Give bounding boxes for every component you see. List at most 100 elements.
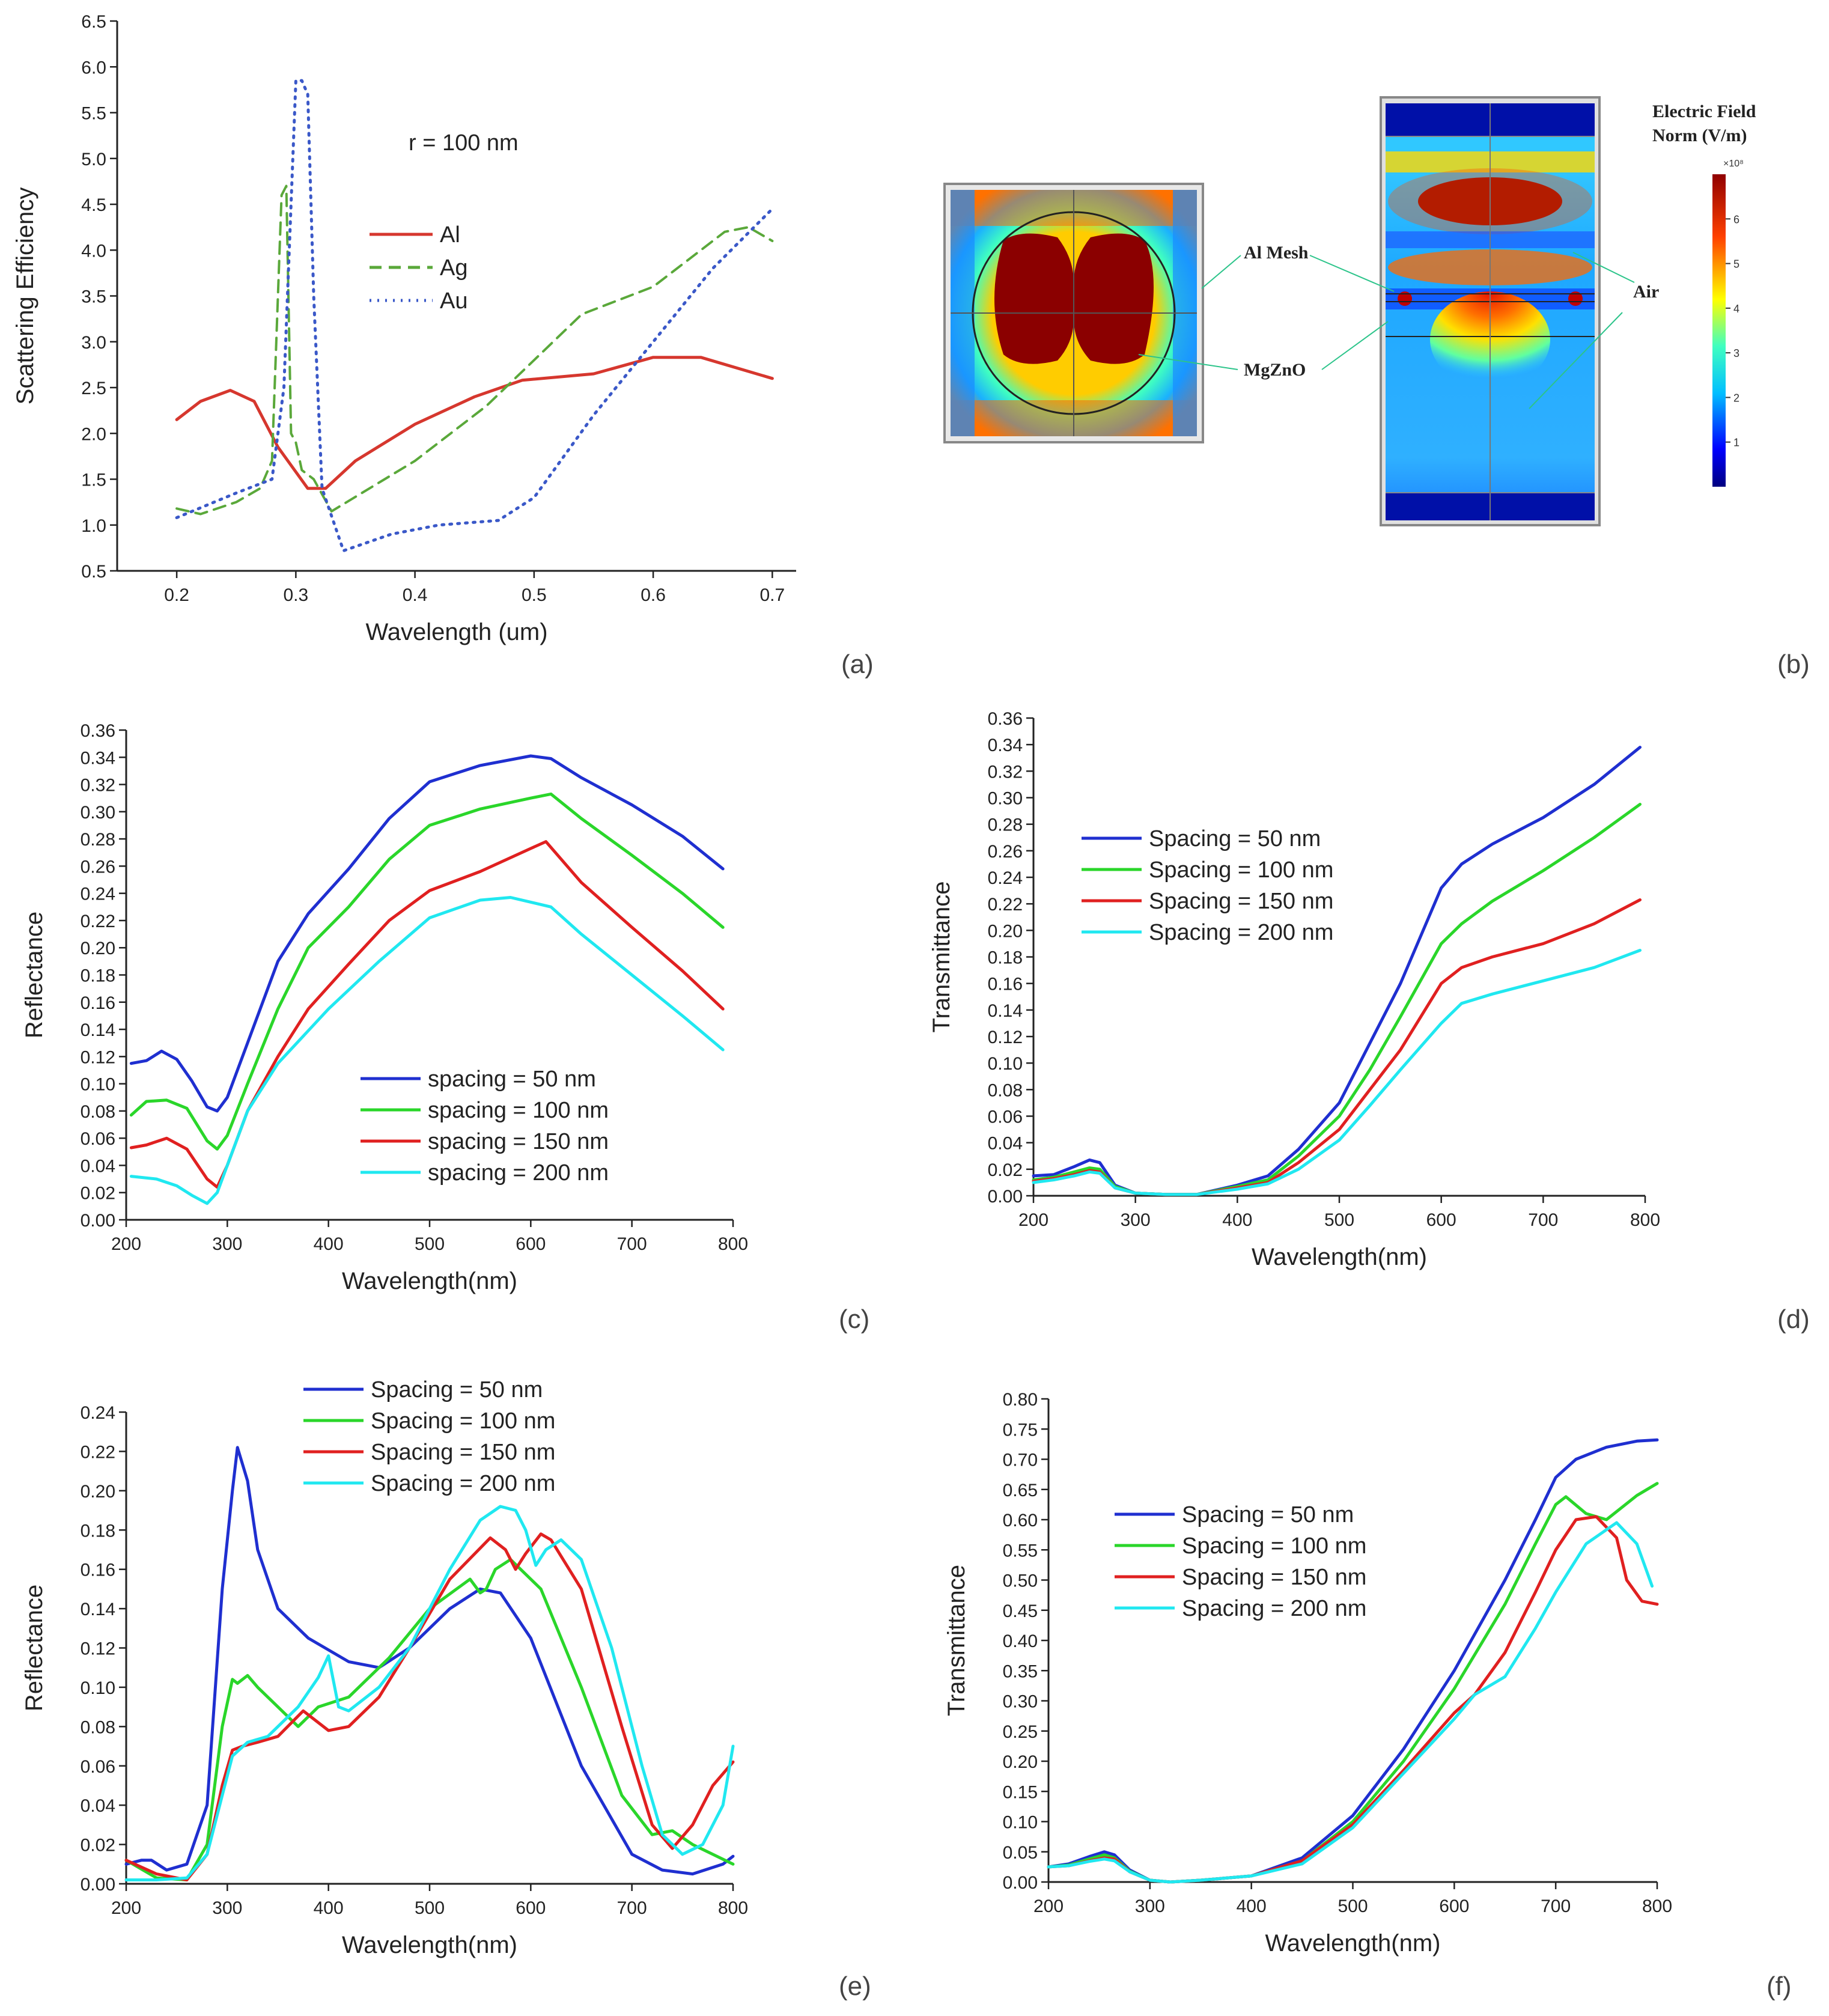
legend-label-1: spacing = 100 nm — [428, 1098, 609, 1123]
y-tick-label: 0.15 — [1003, 1782, 1038, 1802]
y-tick-label: 0.02 — [81, 1836, 115, 1856]
legend-label-1: Spacing = 100 nm — [1182, 1533, 1366, 1559]
y-tick-label: 0.14 — [81, 1020, 115, 1040]
y-tick-label: 2.0 — [81, 424, 106, 444]
y-tick-label: 0.28 — [81, 830, 115, 850]
air-label: Air — [1633, 282, 1659, 302]
al-mesh-label: Al Mesh — [1244, 243, 1309, 263]
y-tick-label: 0.22 — [81, 1442, 115, 1462]
y-tick-label: 0.20 — [81, 1482, 115, 1502]
x-tick-label: 600 — [1426, 1210, 1456, 1230]
y-axis-title: Reflectance — [21, 912, 47, 1038]
legend-label-2: spacing = 150 nm — [428, 1129, 609, 1154]
legend-label-1: Spacing = 100 nm — [371, 1408, 555, 1434]
series-line-3 — [124, 1505, 735, 1881]
colorbar-exponent: ×10⁸ — [1723, 159, 1744, 169]
y-tick-label: 0.12 — [81, 1047, 115, 1067]
y-tick-label: 0.55 — [1003, 1541, 1038, 1561]
y-tick-label: 0.08 — [81, 1102, 115, 1122]
series-line-2 — [1032, 898, 1642, 1196]
legend-label-2: Spacing = 150 nm — [371, 1440, 555, 1465]
chart-a: 0.5 1.0 1.5 2.0 2.5 3.0 3.5 4.0 4.5 5.0 5.5 6.0 6.5 0… — [12, 12, 796, 645]
y-tick-label: 0.24 — [81, 1403, 115, 1423]
y-tick-label: 0.36 — [81, 721, 115, 741]
y-tick-label: 0.32 — [81, 776, 115, 796]
y-tick-label: 0.02 — [81, 1184, 115, 1204]
panel-label-c: (c) — [839, 1305, 869, 1334]
y-tick-label: 5.5 — [81, 104, 106, 124]
x-tick-label: 600 — [1439, 1896, 1469, 1916]
x-tick-label: 800 — [1630, 1210, 1660, 1230]
y-tick-label: 0.30 — [81, 803, 115, 823]
y-tick-label: 2.5 — [81, 379, 106, 398]
y-tick-label: 3.5 — [81, 287, 106, 307]
y-tick-label: 0.34 — [81, 748, 115, 768]
legend-label-3: Spacing = 200 nm — [1149, 920, 1333, 945]
series-line-1 — [175, 184, 774, 516]
series-line-2 — [1047, 1515, 1659, 1884]
air-pointer-2 — [1529, 312, 1623, 409]
y-tick-label: 0.36 — [988, 709, 1023, 729]
y-tick-label: 5.0 — [81, 150, 106, 169]
x-tick-label: 600 — [516, 1898, 546, 1918]
y-tick-label: 0.16 — [81, 993, 115, 1013]
y-axis-title: Transmittance — [928, 882, 955, 1033]
x-tick-label: 200 — [111, 1234, 141, 1254]
y-tick-label: 0.04 — [988, 1134, 1023, 1154]
x-tick-label: 0.7 — [759, 585, 785, 605]
air-pointer-1 — [1572, 252, 1635, 283]
x-tick-label: 200 — [111, 1898, 141, 1918]
x-tick-label: 400 — [1237, 1896, 1267, 1916]
series-line-3 — [1047, 1521, 1654, 1884]
legend-label-3: spacing = 200 nm — [428, 1160, 609, 1186]
y-tick-label: 1.5 — [81, 471, 106, 490]
y-tick-label: 0.10 — [988, 1054, 1023, 1074]
y-tick-label: 0.24 — [81, 885, 115, 904]
mgzno-label: MgZnO — [1244, 360, 1306, 380]
colorbar — [1712, 174, 1726, 487]
y-tick-label: 0.80 — [1003, 1390, 1038, 1410]
y-tick-label: 0.04 — [81, 1156, 115, 1176]
chart-e: 0.00 0.02 0.04 0.06 0.08 0.10 0.12 0.14 0.16 0.18… — [21, 1377, 748, 1958]
colorbar-tick-label: 4 — [1733, 303, 1739, 315]
charts-layer: 0.5 1.0 1.5 2.0 2.5 3.0 3.5 4.0 4.5 5.0 5.5 6.0 6.5 0… — [12, 12, 1672, 1958]
y-tick-label: 0.30 — [988, 789, 1023, 809]
y-tick-label: 0.22 — [988, 895, 1023, 915]
series-line-1 — [124, 1558, 735, 1881]
x-axis-title: Wavelength(nm) — [1252, 1244, 1427, 1270]
y-tick-label: 0.04 — [81, 1796, 115, 1816]
legend-label-1: Spacing = 100 nm — [1149, 857, 1333, 883]
y-tick-label: 0.26 — [988, 842, 1023, 862]
panel-label-d: (d) — [1777, 1305, 1810, 1334]
y-tick-label: 0.00 — [1003, 1873, 1038, 1893]
chart-d: 0.00 0.02 0.04 0.06 0.08 0.10 0.12 0.14 0.16 0.18… — [928, 709, 1660, 1270]
legend-label-3: Spacing = 200 nm — [371, 1471, 555, 1496]
x-tick-label: 300 — [212, 1898, 242, 1918]
x-axis-title: Wavelength(nm) — [342, 1932, 517, 1958]
y-tick-label: 0.65 — [1003, 1481, 1038, 1500]
y-tick-label: 0.45 — [1003, 1601, 1038, 1621]
x-tick-label: 400 — [314, 1898, 344, 1918]
y-tick-label: 3.0 — [81, 333, 106, 353]
series-line-0 — [1047, 1438, 1659, 1884]
y-tick-label: 6.5 — [81, 12, 106, 32]
x-tick-label: 800 — [1642, 1896, 1672, 1916]
series-line-3 — [129, 896, 725, 1205]
legend-label-1: Ag — [440, 255, 467, 281]
series-line-2 — [175, 79, 774, 552]
colorbar-tick-label: 6 — [1733, 213, 1739, 225]
x-tick-label: 0.6 — [641, 585, 666, 605]
y-tick-label: 0.5 — [81, 562, 106, 582]
y-tick-label: 0.08 — [988, 1080, 1023, 1100]
y-tick-label: 0.22 — [81, 912, 115, 931]
legend-label-3: Spacing = 200 nm — [1182, 1596, 1366, 1621]
colorbar-ticks: 1 2 3 4 5 6 — [1726, 213, 1739, 449]
x-tick-label: 500 — [415, 1234, 445, 1254]
chart-c: 0.00 0.02 0.04 0.06 0.08 0.10 0.12 0.14 0.16 0.18… — [21, 721, 748, 1294]
colorbar-tick-label: 5 — [1733, 258, 1739, 270]
x-tick-label: 300 — [212, 1234, 242, 1254]
y-tick-label: 1.0 — [81, 516, 106, 536]
x-tick-label: 0.3 — [284, 585, 309, 605]
y-tick-label: 0.35 — [1003, 1661, 1038, 1681]
